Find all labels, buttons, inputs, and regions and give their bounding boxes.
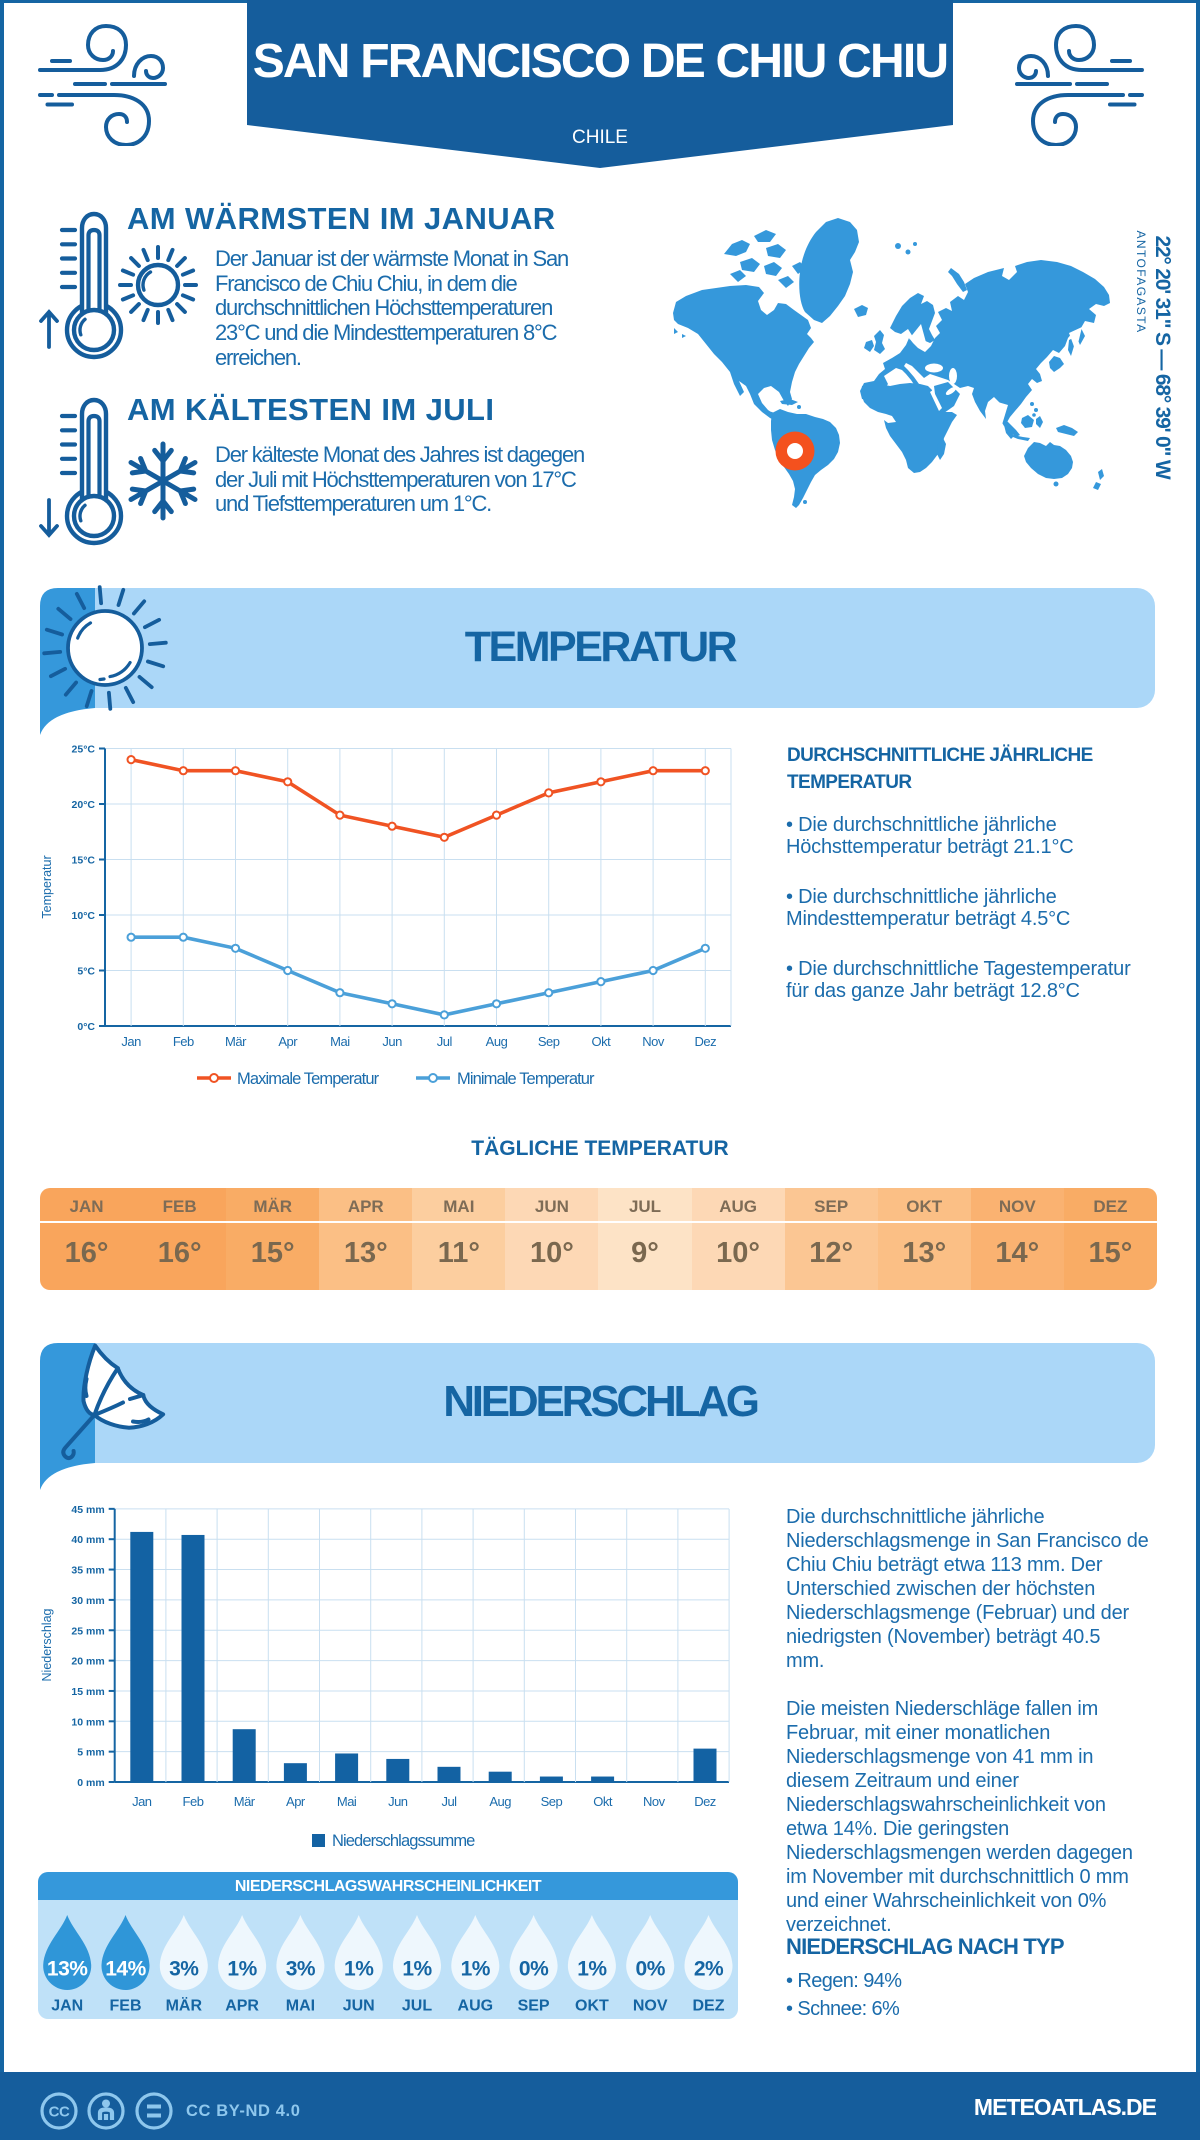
svg-text:APR: APR — [225, 1998, 259, 2015]
svg-text:Mär: Mär — [234, 1794, 256, 1809]
svg-text:Okt: Okt — [593, 1794, 613, 1809]
svg-text:2%: 2% — [694, 1958, 724, 1981]
svg-text:0%: 0% — [636, 1958, 666, 1981]
svg-text:AUG: AUG — [458, 1998, 494, 2015]
svg-text:40 mm: 40 mm — [71, 1534, 104, 1546]
svg-text:CC: CC — [49, 2104, 70, 2121]
svg-text:Feb: Feb — [183, 1794, 204, 1809]
svg-text:45 mm: 45 mm — [71, 1504, 104, 1516]
svg-text:Dez: Dez — [694, 1034, 716, 1049]
svg-text:25 mm: 25 mm — [71, 1625, 104, 1637]
svg-text:OKT: OKT — [575, 1998, 609, 2015]
svg-text:0 mm: 0 mm — [77, 1777, 104, 1789]
svg-text:25°C: 25°C — [72, 744, 96, 756]
svg-text:0°C: 0°C — [77, 1021, 95, 1033]
svg-text:Okt: Okt — [592, 1034, 612, 1049]
svg-text:Aug: Aug — [489, 1794, 511, 1809]
svg-text:15°C: 15°C — [72, 855, 96, 867]
svg-text:15 mm: 15 mm — [71, 1686, 104, 1698]
svg-text:DEZ: DEZ — [693, 1998, 725, 2015]
svg-text:JAN: JAN — [51, 1998, 83, 2015]
svg-text:1%: 1% — [344, 1958, 374, 1981]
svg-text:Feb: Feb — [173, 1034, 194, 1049]
svg-text:0%: 0% — [519, 1958, 549, 1981]
svg-text:1%: 1% — [461, 1958, 491, 1981]
svg-text:Jan: Jan — [132, 1794, 152, 1809]
svg-text:Sep: Sep — [541, 1794, 563, 1809]
svg-text:10°C: 10°C — [72, 910, 96, 922]
svg-text:14%: 14% — [105, 1958, 146, 1981]
svg-text:JUL: JUL — [402, 1998, 432, 2015]
svg-text:Mär: Mär — [225, 1034, 247, 1049]
svg-text:Niederschlag: Niederschlag — [40, 1608, 54, 1681]
svg-text:30 mm: 30 mm — [71, 1595, 104, 1607]
svg-text:Jul: Jul — [441, 1794, 457, 1809]
svg-text:Niederschlagssumme: Niederschlagssumme — [332, 1832, 475, 1850]
svg-text:Mai: Mai — [330, 1034, 350, 1049]
svg-text:Apr: Apr — [286, 1794, 306, 1809]
svg-text:Sep: Sep — [538, 1034, 560, 1049]
svg-text:MÄR: MÄR — [166, 1997, 203, 2015]
svg-text:20 mm: 20 mm — [71, 1656, 104, 1668]
svg-text:JUN: JUN — [343, 1998, 375, 2015]
svg-text:1%: 1% — [227, 1958, 257, 1981]
svg-text:3%: 3% — [286, 1958, 316, 1981]
svg-text:Mai: Mai — [337, 1794, 357, 1809]
svg-text:Temperatur: Temperatur — [40, 855, 54, 918]
svg-text:Nov: Nov — [642, 1034, 665, 1049]
svg-text:MAI: MAI — [286, 1998, 315, 2015]
svg-text:5°C: 5°C — [77, 966, 95, 978]
svg-text:1%: 1% — [577, 1958, 607, 1981]
svg-text:Jun: Jun — [388, 1794, 408, 1809]
svg-text:35 mm: 35 mm — [71, 1565, 104, 1577]
svg-text:13%: 13% — [47, 1958, 88, 1981]
svg-text:Jul: Jul — [437, 1034, 453, 1049]
svg-text:NOV: NOV — [633, 1998, 668, 2015]
svg-text:Apr: Apr — [278, 1034, 298, 1049]
svg-text:1%: 1% — [402, 1958, 432, 1981]
svg-text:Minimale Temperatur: Minimale Temperatur — [457, 1070, 595, 1088]
svg-text:5 mm: 5 mm — [77, 1747, 104, 1759]
svg-text:Jan: Jan — [121, 1034, 141, 1049]
svg-text:Aug: Aug — [486, 1034, 508, 1049]
svg-text:3%: 3% — [169, 1958, 199, 1981]
svg-text:Nov: Nov — [643, 1794, 666, 1809]
svg-text:10 mm: 10 mm — [71, 1716, 104, 1728]
svg-text:Jun: Jun — [382, 1034, 402, 1049]
svg-text:FEB: FEB — [110, 1998, 142, 2015]
svg-text:Dez: Dez — [694, 1794, 716, 1809]
svg-text:Maximale Temperatur: Maximale Temperatur — [237, 1070, 380, 1088]
svg-text:SEP: SEP — [518, 1998, 550, 2015]
svg-text:20°C: 20°C — [72, 799, 96, 811]
